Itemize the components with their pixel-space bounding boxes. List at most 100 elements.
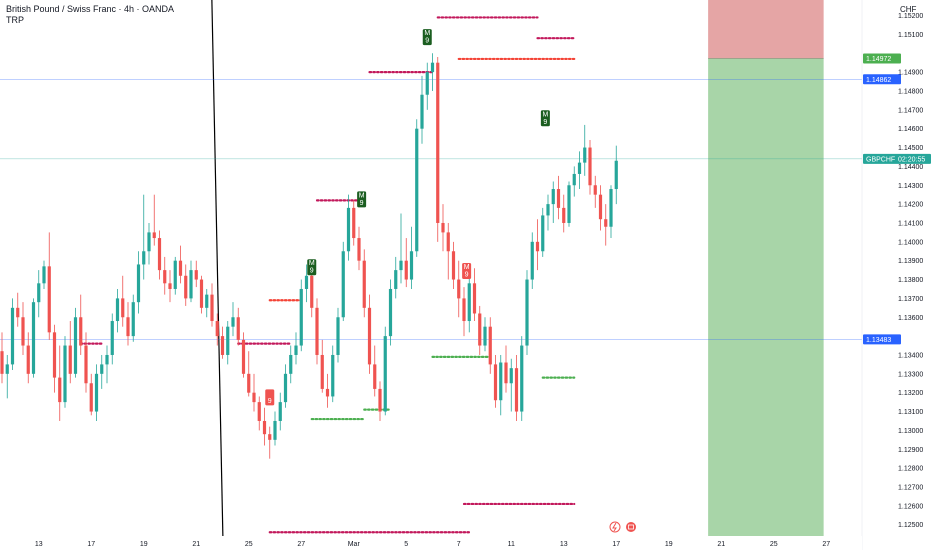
candle-body [483,326,487,346]
y-tick-label: 1.13200 [898,390,923,397]
candle-body [409,251,414,280]
candle-body [315,307,319,355]
candle-body [21,317,25,346]
td-marker-count: 9 [360,200,364,207]
candle-body [42,266,46,284]
candle-body [210,294,214,322]
candle-body [241,339,246,374]
alert-glyph [628,524,634,530]
candle-body [430,62,435,73]
candle-body [26,345,30,374]
entry-price-tag [863,53,901,64]
x-tick-label: 19 [140,541,148,548]
y-tick-label: 1.14500 [898,145,923,152]
candle-body [577,162,582,174]
candle-body [294,345,298,355]
candle-body [373,364,377,389]
candle-body [184,275,188,299]
td-marker [422,29,432,46]
td-marker-small: M [542,111,548,118]
candle-body [598,194,603,220]
y-tick-label: 1.13300 [898,371,923,378]
candle-body [89,383,93,412]
price-axis[interactable]: 1.15200 1.15100 1.14900 1.14800 1.14700 1.146… [861,0,932,550]
x-tick-label: 17 [612,541,620,548]
candle-body [357,238,361,261]
candle-body [142,251,146,265]
candle-body [504,362,508,384]
blue-price-tag-lower [863,334,901,345]
price-axis-bg [862,0,932,550]
candle-body [5,364,9,374]
candle-body [215,321,219,337]
candle-body [588,147,592,186]
candle-body [205,294,209,308]
candle-body [583,147,587,163]
candle-body [278,402,282,421]
candle-body [399,260,403,271]
y-tick-label: 1.13600 [898,315,923,322]
candle-body [199,279,204,308]
candle-body [252,392,256,403]
candle-body [546,204,550,216]
td-marker [462,263,472,279]
candle-body [173,260,177,289]
candle-body [446,232,450,252]
candle-body [614,160,618,190]
candle-body [236,317,240,340]
y-tick-label: 1.13100 [898,409,923,416]
position-tool[interactable] [708,0,824,537]
candle-body [178,260,183,276]
candlesticks [0,53,618,459]
candle-body [325,388,330,397]
y-tick-label: 1.13900 [898,258,923,265]
td-marker-small: M [424,30,430,37]
x-tick-label: 27 [297,541,305,548]
last-price-tag [863,153,931,164]
candle-body [336,317,340,355]
candle-body [31,302,36,374]
candle-body [320,354,324,389]
candle-body [383,336,387,412]
candle-body [58,377,62,403]
candle-body [341,251,345,318]
blue-price-tag-upper-text: 1.14862 [866,77,891,84]
blue-price-tag-upper [863,74,901,85]
candle-body [152,232,156,239]
y-tick-label: 1.14600 [898,126,923,133]
y-tick-label: 1.12700 [898,484,923,491]
candle-body [535,241,540,252]
x-tick-label: 5 [404,541,408,548]
blue-price-tag-lower-text: 1.13483 [866,337,891,344]
time-axis-bg [0,536,862,550]
footer-icons[interactable] [609,521,636,533]
candle-body [562,207,566,223]
indicator-label[interactable]: TRP [6,15,24,25]
candle-body [289,354,293,374]
y-tick-label: 1.15100 [898,32,923,39]
x-tick-label: 21 [717,541,725,548]
candle-body [136,264,141,303]
last-price-tag-text: GBPCHF [866,156,895,163]
y-tick-label: 1.14700 [898,107,923,114]
alert-icon [626,522,636,532]
time-axis[interactable]: 13 17 19 21 25 27 Mar 5 7 11 13 17 19 21 25 27 [0,536,862,550]
y-tick-label: 1.14000 [898,239,923,246]
y-tick-label: 1.15200 [898,13,923,20]
candle-body [604,219,608,227]
candle-body [94,373,99,412]
candle-body [73,317,78,374]
td-marker [265,389,275,406]
y-tick-label: 1.13400 [898,352,923,359]
currency-label: CHF [900,5,917,14]
y-tick-label: 1.14900 [898,70,923,77]
candle-body [247,373,251,393]
candle-body [68,345,72,374]
x-tick-label: Mar [348,541,361,548]
td-marker-small: M [309,260,315,267]
candle-body [226,326,230,355]
candle-body [126,317,130,337]
candle-body [16,307,20,318]
x-tick-label: 25 [245,541,253,548]
